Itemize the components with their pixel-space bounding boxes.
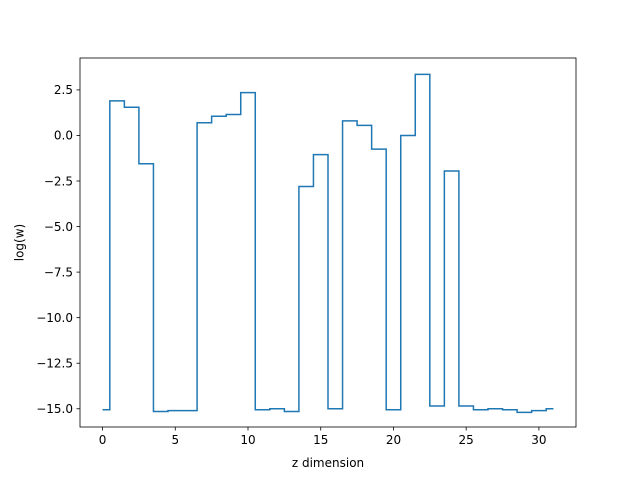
- ticks-layer: 0 5 10 15 20 25 30 −15.0 −12.5 −10.0 −7.5 −5.0 −2.5 0…: [36, 83, 546, 447]
- y-tick-label: 2.5: [54, 83, 73, 97]
- x-axis-label: z dimension: [292, 456, 364, 470]
- x-tick-label: 5: [171, 433, 179, 447]
- series-line-0: [102, 73, 554, 414]
- x-tick-label: 10: [240, 433, 255, 447]
- y-axis-label: log(w): [13, 224, 27, 261]
- y-tick-label: −2.5: [44, 174, 73, 188]
- x-tick-label: 15: [313, 433, 328, 447]
- plot-layer: [102, 73, 554, 414]
- x-tick-label: 30: [531, 433, 546, 447]
- x-tick-label: 20: [386, 433, 401, 447]
- y-tick-label: −12.5: [36, 357, 73, 371]
- y-tick-label: −5.0: [44, 220, 73, 234]
- y-tick-label: −15.0: [36, 402, 73, 416]
- x-tick-label: 25: [459, 433, 474, 447]
- axes-frame: [79, 57, 577, 428]
- y-tick-label: −10.0: [36, 311, 73, 325]
- y-tick-label: 0.0: [54, 129, 73, 143]
- y-tick-label: −7.5: [44, 265, 73, 279]
- x-tick-label: 0: [99, 433, 107, 447]
